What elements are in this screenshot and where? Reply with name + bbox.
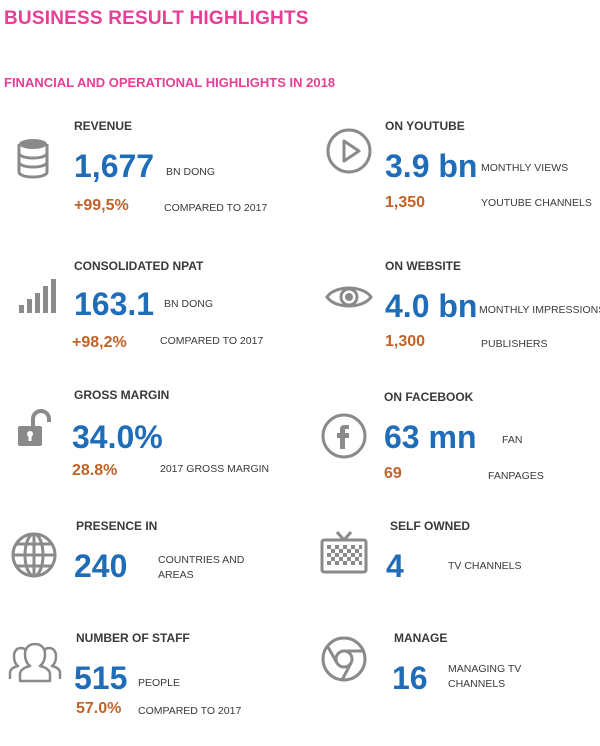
website-block: ON WEBSITE 4.0 bn MONTHLY IMPRESSIONS 1,… [325, 255, 600, 365]
presence-label: PRESENCE IN [76, 519, 158, 533]
revenue-block: REVENUE 1,677 BN DONG +99,5% COMPARED TO… [16, 115, 306, 225]
people-icon [6, 635, 64, 683]
npat-block: CONSOLIDATED NPAT 163.1 BN DONG +98,2% C… [16, 255, 306, 365]
eye-icon [325, 273, 373, 321]
presence-unit: COUNTRIES AND AREAS [158, 553, 244, 583]
youtube-views-unit: MONTHLY VIEWS [481, 162, 569, 174]
signal-bars-icon [16, 273, 64, 321]
facebook-fans-unit: FAN [502, 434, 523, 446]
facebook-fans-value: 63 mn [384, 419, 477, 455]
self-owned-label: SELF OWNED [390, 519, 470, 533]
website-label: ON WEBSITE [385, 259, 462, 273]
play-icon [325, 127, 373, 175]
facebook-icon [320, 412, 368, 460]
presence-block: PRESENCE IN 240 COUNTRIES AND AREAS [10, 517, 300, 627]
website-impressions-unit: MONTHLY IMPRESSIONS [479, 304, 600, 316]
self-owned-unit: TV CHANNELS [448, 560, 522, 572]
database-icon [16, 135, 64, 183]
unlocked-padlock-icon [16, 404, 64, 452]
staff-block: NUMBER OF STAFF 515 PEOPLE 57.0% COMPARE… [6, 629, 296, 739]
presence-value: 240 [74, 548, 128, 584]
staff-label: NUMBER OF STAFF [76, 631, 190, 645]
website-impressions-value: 4.0 bn [385, 288, 478, 324]
presence-unit-line1: COUNTRIES AND [158, 554, 245, 566]
facebook-fanpages-value: 69 [384, 465, 402, 482]
chrome-icon [320, 635, 368, 683]
staff-unit: PEOPLE [138, 677, 181, 689]
facebook-block: ON FACEBOOK 63 mn FAN 69 FANPAGES [320, 388, 600, 498]
globe-icon [10, 531, 58, 579]
revenue-unit: BN DONG [166, 166, 216, 178]
youtube-channels-value: 1,350 [385, 194, 426, 211]
manage-label: MANAGE [394, 631, 448, 645]
staff-growth: 57.0% [76, 700, 122, 717]
npat-growth: +98,2% [72, 334, 127, 351]
npat-growth-note: COMPARED TO 2017 [160, 335, 264, 347]
self-owned-value: 4 [386, 548, 404, 584]
gross-margin-2017-label: 2017 GROSS MARGIN [160, 463, 270, 475]
facebook-label: ON FACEBOOK [384, 390, 474, 404]
gross-margin-value: 34.0% [72, 419, 163, 455]
presence-unit-line2: AREAS [158, 569, 194, 582]
manage-value: 16 [392, 660, 428, 696]
youtube-channels-label: YOUTUBE CHANNELS [481, 197, 592, 209]
manage-unit-line1: MANAGING TV [448, 663, 522, 675]
gross-margin-block: GROSS MARGIN 34.0% 28.8% 2017 GROSS MARG… [16, 388, 306, 498]
revenue-label: REVENUE [74, 119, 133, 133]
youtube-block: ON YOUTUBE 3.9 bn MONTHLY VIEWS 1,350 YO… [325, 115, 600, 225]
page-title: BUSINESS RESULT HIGHLIGHTS [4, 8, 309, 29]
revenue-growth: +99,5% [74, 197, 129, 214]
self-owned-block: SELF OWNED 4 TV CHANNELS [320, 517, 600, 627]
tv-icon [320, 529, 368, 577]
staff-value: 515 [74, 660, 128, 696]
youtube-label: ON YOUTUBE [385, 119, 465, 133]
staff-growth-note: COMPARED TO 2017 [138, 705, 242, 717]
section-subtitle: FINANCIAL AND OPERATIONAL HIGHLIGHTS IN … [4, 75, 336, 90]
revenue-value: 1,677 [74, 148, 155, 184]
npat-label: CONSOLIDATED NPAT [74, 259, 204, 273]
npat-unit: BN DONG [164, 298, 214, 310]
website-publishers-value: 1,300 [385, 333, 426, 350]
gross-margin-label: GROSS MARGIN [74, 388, 170, 402]
youtube-views-value: 3.9 bn [385, 148, 478, 184]
manage-unit-line2: CHANNELS [448, 678, 506, 691]
gross-margin-2017-value: 28.8% [72, 462, 118, 479]
facebook-fanpages-label: FANPAGES [488, 470, 544, 482]
revenue-growth-note: COMPARED TO 2017 [164, 202, 268, 214]
manage-block: MANAGE 16 MANAGING TV CHANNELS [320, 629, 600, 739]
npat-value: 163.1 [74, 286, 155, 322]
website-publishers-label: PUBLISHERS [481, 338, 548, 350]
manage-unit: MANAGING TV CHANNELS [448, 662, 521, 692]
